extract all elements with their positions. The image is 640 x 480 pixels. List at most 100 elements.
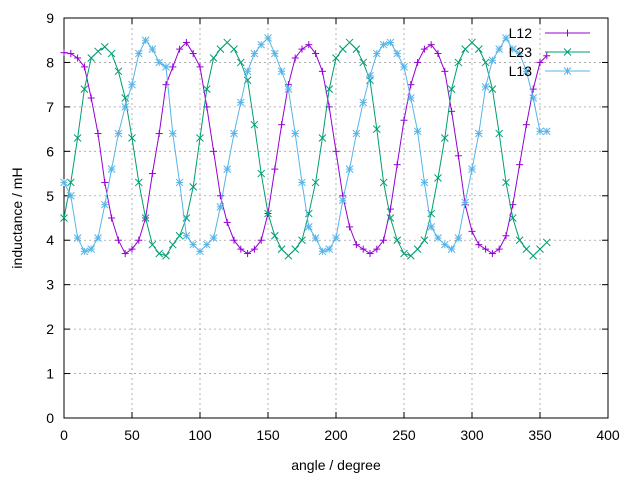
data-point-L13 (148, 45, 157, 53)
data-point-L23 (298, 236, 306, 245)
data-point-L13 (223, 165, 232, 173)
data-point-L12 (196, 63, 204, 71)
data-point-L23 (481, 58, 490, 67)
data-point-L12 (244, 250, 252, 258)
data-point-L23 (189, 183, 198, 191)
data-point-L12 (108, 214, 116, 222)
data-point-L12 (373, 245, 381, 253)
data-point-L13 (352, 129, 361, 138)
y-tick-label: 3 (46, 277, 54, 293)
data-point-L23 (100, 43, 109, 51)
data-point-L13 (175, 178, 184, 187)
data-point-L13 (162, 63, 170, 71)
data-point-L13 (563, 67, 572, 75)
data-point-L23 (359, 58, 368, 67)
data-point-L13 (73, 234, 82, 242)
data-point-L12 (298, 45, 306, 53)
data-point-L13 (94, 234, 102, 242)
data-point-L12 (182, 38, 190, 46)
data-point-L23 (563, 48, 572, 56)
y-tick-label: 2 (46, 321, 54, 337)
series-L13 (60, 34, 551, 256)
data-point-L13 (413, 127, 422, 136)
data-point-L13 (236, 98, 245, 107)
data-point-L23 (406, 251, 415, 260)
data-point-L12 (210, 147, 218, 155)
data-point-L12 (564, 29, 571, 37)
data-point-L13 (536, 127, 544, 136)
data-point-L23 (60, 214, 68, 222)
data-point-L23 (291, 245, 300, 253)
data-point-L13 (277, 67, 286, 76)
data-point-L23 (379, 178, 388, 187)
series-line-L12 (63, 41, 548, 255)
data-point-L23 (107, 49, 116, 58)
data-point-L13 (372, 49, 381, 58)
series-line-L13 (63, 37, 547, 253)
data-point-L12 (94, 130, 102, 138)
data-point-L23 (202, 85, 211, 93)
data-point-L13 (114, 129, 123, 138)
data-point-L13 (386, 38, 395, 47)
data-point-L23 (216, 45, 225, 53)
data-point-L23 (284, 251, 293, 260)
data-point-L12 (74, 54, 82, 62)
data-point-L13 (529, 94, 538, 102)
data-point-L23 (495, 129, 504, 138)
data-point-L13 (427, 223, 436, 231)
data-point-L23 (536, 245, 544, 253)
data-point-L23 (175, 231, 184, 240)
ticks: 0 50 100 150 200 250 300 350 400 0 1 2 3 4 5 6 7 8 9 (46, 10, 620, 443)
data-point-L13 (359, 98, 368, 107)
data-point-L12 (502, 232, 510, 240)
data-point-L13 (332, 234, 340, 242)
data-point-L12 (155, 130, 163, 138)
data-point-L12 (352, 241, 360, 249)
y-tick-label: 1 (46, 366, 54, 382)
data-point-L23 (148, 240, 157, 249)
data-point-L12 (420, 45, 428, 53)
data-point-L23 (162, 251, 170, 260)
x-tick-label: 0 (60, 427, 68, 443)
x-tick-label: 150 (256, 427, 280, 443)
data-point-L12 (454, 152, 462, 160)
data-point-L23 (311, 178, 320, 187)
data-point-L12 (223, 218, 231, 226)
data-point-L13 (189, 240, 198, 249)
data-point-L12 (536, 58, 544, 66)
data-point-L12 (318, 67, 326, 75)
data-point-L13 (121, 103, 130, 111)
data-point-L13 (202, 240, 211, 249)
data-point-L13 (447, 245, 456, 253)
data-point-L23 (542, 238, 551, 247)
data-point-L23 (502, 178, 510, 187)
data-point-L12 (271, 165, 279, 173)
data-point-L13 (440, 240, 449, 249)
data-point-L12 (128, 245, 136, 253)
y-tick-label: 8 (46, 54, 54, 70)
data-point-L13 (209, 234, 218, 242)
data-point-L23 (128, 134, 136, 142)
data-point-L23 (277, 245, 286, 253)
data-point-L12 (380, 236, 388, 244)
data-point-L12 (121, 250, 129, 258)
y-tick-label: 9 (46, 10, 54, 26)
data-point-L12 (468, 227, 476, 235)
data-point-L12 (80, 63, 88, 71)
x-tick-label: 250 (392, 427, 416, 443)
data-point-L13 (481, 83, 490, 91)
data-point-L23 (236, 58, 245, 67)
data-point-L13 (264, 34, 272, 42)
data-point-L23 (338, 45, 347, 53)
data-point-L12 (250, 245, 258, 253)
data-point-L23 (250, 120, 259, 129)
data-point-L23 (134, 178, 143, 187)
data-point-L23 (508, 214, 517, 222)
data-point-L13 (495, 45, 504, 53)
y-tick-label: 5 (46, 188, 54, 204)
data-point-L12 (257, 236, 265, 244)
data-point-L23 (468, 38, 476, 47)
data-point-L23 (474, 45, 483, 53)
data-point-L12 (135, 236, 143, 244)
data-point-L23 (257, 169, 266, 178)
